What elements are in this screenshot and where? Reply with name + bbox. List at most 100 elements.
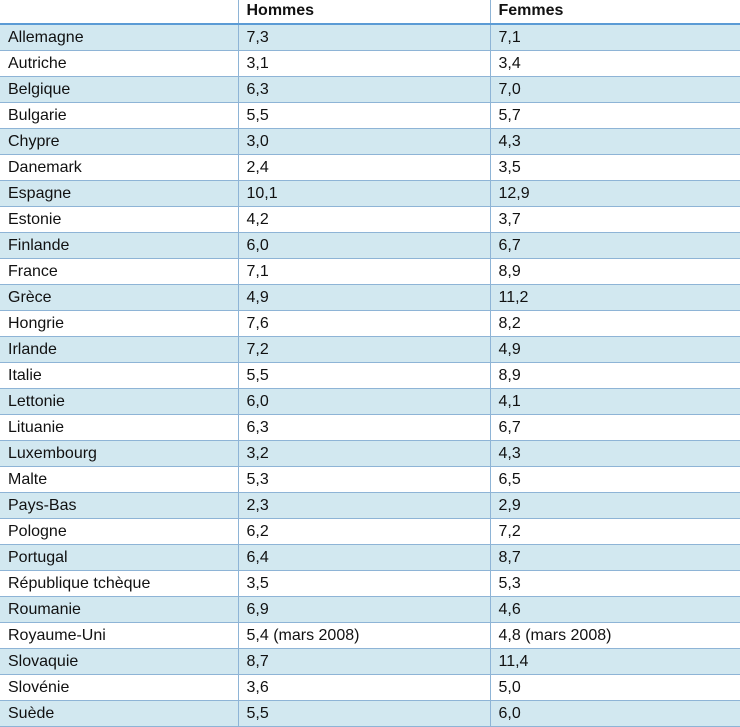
men-value-cell: 5,4 (mars 2008)	[237, 622, 490, 649]
country-cell: Pays-Bas	[0, 492, 238, 519]
country-cell: République tchèque	[0, 570, 238, 597]
country-cell: Lituanie	[0, 414, 238, 441]
country-cell: Italie	[0, 362, 238, 389]
women-value-cell: 6,5	[489, 466, 740, 493]
women-value-cell: 8,2	[489, 310, 740, 337]
women-value-cell: 5,3	[489, 570, 740, 597]
women-value-cell: 8,9	[489, 258, 740, 285]
table-row: Lettonie 6,0 4,1	[0, 388, 740, 415]
header-country	[0, 0, 238, 25]
country-cell: Estonie	[0, 206, 238, 233]
women-value-cell: 7,1	[489, 24, 740, 51]
women-value-cell: 3,4	[489, 50, 740, 77]
table-row: Allemagne 7,3 7,1	[0, 24, 740, 51]
country-cell: Autriche	[0, 50, 238, 77]
country-cell: Bulgarie	[0, 102, 238, 129]
men-value-cell: 3,2	[237, 440, 490, 467]
country-cell: France	[0, 258, 238, 285]
country-cell: Belgique	[0, 76, 238, 103]
women-value-cell: 3,7	[489, 206, 740, 233]
men-value-cell: 2,3	[237, 492, 490, 519]
women-value-cell: 6,7	[489, 414, 740, 441]
men-value-cell: 3,1	[237, 50, 490, 77]
table-row: Slovaquie 8,7 11,4	[0, 648, 740, 675]
men-value-cell: 6,3	[237, 76, 490, 103]
women-value-cell: 12,9	[489, 180, 740, 207]
table-body: Allemagne 7,3 7,1 Autriche 3,1 3,4 Belgique 6,3…	[0, 24, 740, 727]
women-value-cell: 2,9	[489, 492, 740, 519]
women-value-cell: 6,0	[489, 700, 740, 727]
country-cell: Espagne	[0, 180, 238, 207]
table-row: Chypre 3,0 4,3	[0, 128, 740, 155]
men-value-cell: 4,9	[237, 284, 490, 311]
country-cell: Chypre	[0, 128, 238, 155]
table-row: Royaume-Uni 5,4 (mars 2008) 4,8 (mars 2008…	[0, 622, 740, 649]
country-cell: Hongrie	[0, 310, 238, 337]
men-value-cell: 6,9	[237, 596, 490, 623]
table-row: Pologne 6,2 7,2	[0, 518, 740, 545]
table-row: Espagne 10,1 12,9	[0, 180, 740, 207]
men-value-cell: 4,2	[237, 206, 490, 233]
country-cell: Finlande	[0, 232, 238, 259]
table-row: Italie 5,5 8,9	[0, 362, 740, 389]
table-row: France 7,1 8,9	[0, 258, 740, 285]
country-cell: Slovénie	[0, 674, 238, 701]
men-value-cell: 7,6	[237, 310, 490, 337]
table-row: Autriche 3,1 3,4	[0, 50, 740, 77]
header-row: Hommes Femmes	[0, 0, 740, 25]
table-row: Irlande 7,2 4,9	[0, 336, 740, 363]
women-value-cell: 4,3	[489, 440, 740, 467]
country-cell: Irlande	[0, 336, 238, 363]
women-value-cell: 11,2	[489, 284, 740, 311]
country-cell: Roumanie	[0, 596, 238, 623]
header-men: Hommes	[237, 0, 490, 25]
men-value-cell: 7,2	[237, 336, 490, 363]
women-value-cell: 4,8 (mars 2008)	[489, 622, 740, 649]
women-value-cell: 11,4	[489, 648, 740, 675]
women-value-cell: 5,0	[489, 674, 740, 701]
men-value-cell: 5,5	[237, 700, 490, 727]
men-value-cell: 5,3	[237, 466, 490, 493]
men-value-cell: 3,5	[237, 570, 490, 597]
women-value-cell: 4,1	[489, 388, 740, 415]
men-value-cell: 6,4	[237, 544, 490, 571]
table-row: Grèce 4,9 11,2	[0, 284, 740, 311]
table-row: Luxembourg 3,2 4,3	[0, 440, 740, 467]
table-row: Finlande 6,0 6,7	[0, 232, 740, 259]
country-cell: Pologne	[0, 518, 238, 545]
table-row: Pays-Bas 2,3 2,9	[0, 492, 740, 519]
men-value-cell: 6,2	[237, 518, 490, 545]
women-value-cell: 4,3	[489, 128, 740, 155]
table-row: Suède 5,5 6,0	[0, 700, 740, 727]
table-row: Belgique 6,3 7,0	[0, 76, 740, 103]
women-value-cell: 8,7	[489, 544, 740, 571]
country-cell: Malte	[0, 466, 238, 493]
men-value-cell: 6,0	[237, 388, 490, 415]
men-value-cell: 7,3	[237, 24, 490, 51]
women-value-cell: 6,7	[489, 232, 740, 259]
women-value-cell: 8,9	[489, 362, 740, 389]
men-value-cell: 5,5	[237, 362, 490, 389]
men-value-cell: 7,1	[237, 258, 490, 285]
table-row: Estonie 4,2 3,7	[0, 206, 740, 233]
header-women: Femmes	[489, 0, 740, 25]
table-row: Lituanie 6,3 6,7	[0, 414, 740, 441]
men-value-cell: 3,6	[237, 674, 490, 701]
country-cell: Luxembourg	[0, 440, 238, 467]
table-row: Slovénie 3,6 5,0	[0, 674, 740, 701]
country-cell: Portugal	[0, 544, 238, 571]
country-cell: Slovaquie	[0, 648, 238, 675]
table-row: Danemark 2,4 3,5	[0, 154, 740, 181]
men-value-cell: 2,4	[237, 154, 490, 181]
country-cell: Allemagne	[0, 24, 238, 51]
table-row: Hongrie 7,6 8,2	[0, 310, 740, 337]
women-value-cell: 4,9	[489, 336, 740, 363]
country-cell: Suède	[0, 700, 238, 727]
table-row: Roumanie 6,9 4,6	[0, 596, 740, 623]
table-row: Portugal 6,4 8,7	[0, 544, 740, 571]
women-value-cell: 4,6	[489, 596, 740, 623]
country-cell: Royaume-Uni	[0, 622, 238, 649]
table-row: République tchèque 3,5 5,3	[0, 570, 740, 597]
women-value-cell: 5,7	[489, 102, 740, 129]
